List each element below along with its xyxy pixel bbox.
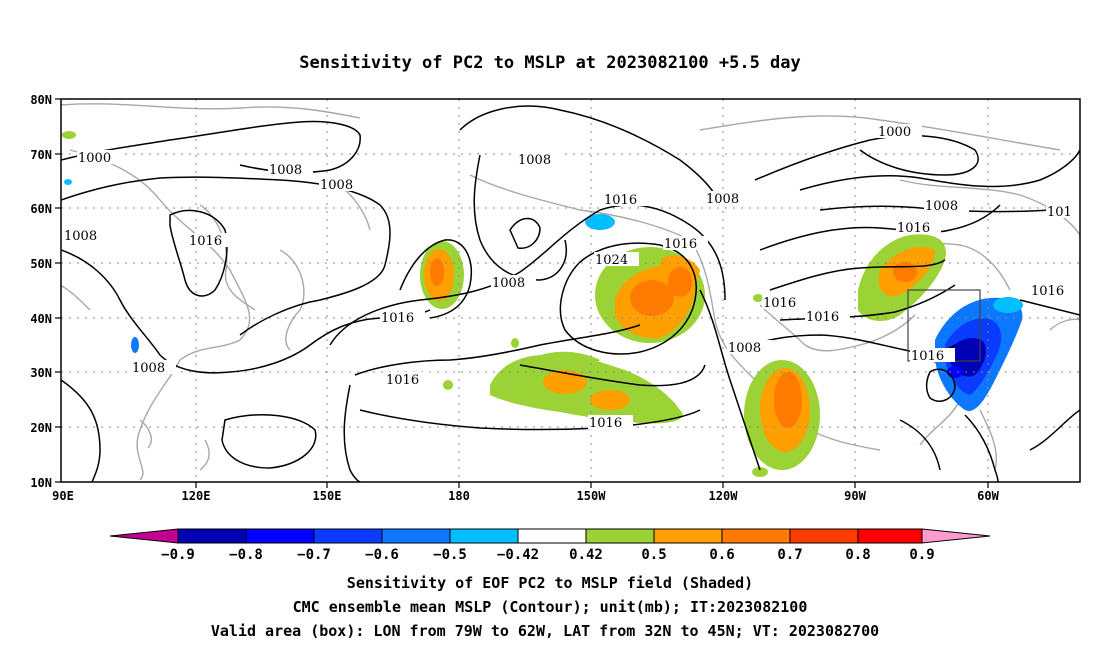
colorbar-swatch-4	[381, 528, 451, 544]
colorbar-swatch-11	[857, 528, 923, 544]
contour-label: 1016	[189, 234, 222, 249]
colorbar-swatch-3	[313, 528, 383, 544]
colorbar-swatch-10	[789, 528, 859, 544]
colorbar-swatch-2	[245, 528, 315, 544]
colorbar-label: 0.6	[709, 547, 734, 563]
colorbar-label: −0.8	[229, 547, 263, 563]
contour-labels: 1000 1008 1008 1000 1008 1016 1008 1008 …	[63, 124, 1080, 431]
contour-label: 1016	[1031, 284, 1064, 299]
contour-label: 1008	[728, 341, 761, 356]
axis-ticks	[55, 98, 989, 488]
contour-label: 1008	[269, 163, 302, 178]
longitude-labels: 90E 120E 150E 180 150W 120W 90W 60W	[52, 489, 999, 503]
colorbar-label: 0.8	[845, 547, 870, 563]
contour-label: 1016	[381, 311, 414, 326]
gridlines	[61, 99, 1080, 482]
footer-line-1: Sensitivity of EOF PC2 to MSLP field (Sh…	[347, 574, 753, 592]
colorbar-swatch-6	[517, 528, 587, 544]
contour-label: 1016	[897, 221, 930, 236]
contour-label: 1008	[64, 229, 97, 244]
footer: Sensitivity of EOF PC2 to MSLP field (Sh…	[211, 574, 879, 640]
contour-label: 1016	[763, 296, 796, 311]
lon-label: 120E	[182, 489, 211, 503]
contour-label: 1008	[132, 361, 165, 376]
contour-label: 1008	[925, 199, 958, 214]
map-frame	[60, 98, 1081, 483]
lat-label: 70N	[30, 148, 52, 162]
contour-label: 1008	[320, 178, 353, 193]
lat-label: 10N	[30, 476, 52, 490]
latitude-labels: 80N 70N 60N 50N 40N 30N 20N 10N	[30, 93, 52, 490]
contour-label: 1016	[604, 193, 637, 208]
colorbar-swatch-1	[177, 528, 247, 544]
contour-label: 1016	[911, 349, 944, 364]
colorbar-label: −0.7	[297, 547, 331, 563]
colorbar-swatch-5	[449, 528, 519, 544]
map-area: 1000 1008 1008 1000 1008 1016 1008 1008 …	[61, 99, 1080, 482]
colorbar-labels: −0.9 −0.8 −0.7 −0.6 −0.5 −0.42 0.42 0.5 …	[161, 547, 935, 563]
lon-label: 150W	[577, 489, 607, 503]
contour-label: 1016	[806, 310, 839, 325]
contour-label: 1008	[706, 192, 739, 207]
colorbar-label: 0.9	[909, 547, 934, 563]
contour-label: 1016	[664, 237, 697, 252]
contour-label: 1024	[595, 253, 628, 268]
lon-label: 90E	[52, 489, 74, 503]
lat-label: 40N	[30, 312, 52, 326]
colorbar-label: −0.5	[433, 547, 467, 563]
contour-label: 1000	[78, 151, 111, 166]
contour-label: 1008	[492, 276, 525, 291]
lat-label: 60N	[30, 202, 52, 216]
colorbar-label: −0.9	[161, 547, 195, 563]
colorbar-label: 0.42	[569, 547, 603, 563]
footer-line-2: CMC ensemble mean MSLP (Contour); unit(m…	[293, 598, 808, 616]
lon-label: 120W	[709, 489, 739, 503]
contour-label: 101	[1047, 205, 1072, 220]
lat-label: 20N	[30, 421, 52, 435]
colorbar-swatch-9	[721, 528, 791, 544]
colorbar-label: −0.42	[497, 547, 539, 563]
colorbar-label: 0.7	[777, 547, 802, 563]
footer-line-3: Valid area (box): LON from 79W to 62W, L…	[211, 622, 879, 640]
sensitivity-shading	[62, 131, 1023, 477]
map-title: Sensitivity of PC2 to MSLP at 2023082100…	[299, 53, 801, 73]
lon-label: 90W	[844, 489, 866, 503]
contour-label: 1016	[589, 416, 622, 431]
mslp-contours	[61, 105, 1080, 482]
colorbar-swatch-12	[921, 528, 991, 544]
colorbar-swatch-8	[653, 528, 723, 544]
lat-label: 30N	[30, 366, 52, 380]
contour-label: 1008	[518, 153, 551, 168]
lon-label: 60W	[977, 489, 999, 503]
colorbar	[109, 528, 991, 544]
lon-label: 180	[448, 489, 470, 503]
colorbar-label: −0.6	[365, 547, 399, 563]
lat-label: 80N	[30, 93, 52, 107]
lat-label: 50N	[30, 257, 52, 271]
colorbar-swatch-0	[109, 528, 179, 544]
colorbar-label: 0.5	[641, 547, 666, 563]
lon-label: 150E	[313, 489, 342, 503]
contour-label: 1000	[878, 125, 911, 140]
contour-label: 1016	[386, 373, 419, 388]
colorbar-swatch-7	[585, 528, 655, 544]
